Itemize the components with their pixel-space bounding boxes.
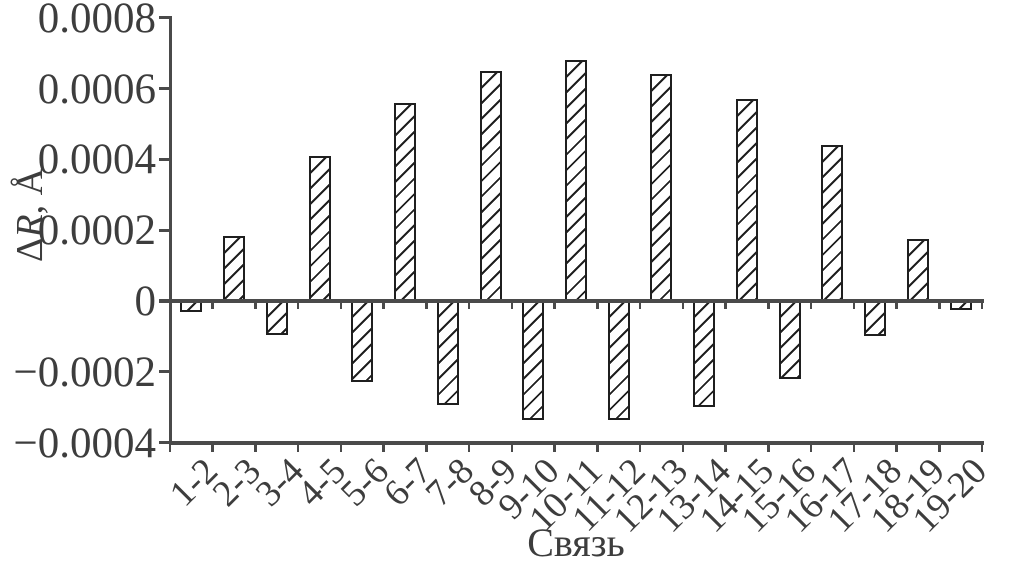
y-tick bbox=[159, 299, 170, 303]
x-tick bbox=[895, 444, 898, 453]
x-tick bbox=[809, 302, 813, 310]
x-tick bbox=[767, 302, 770, 310]
x-tick bbox=[638, 302, 642, 310]
y-tick bbox=[159, 228, 170, 232]
x-tick bbox=[168, 444, 172, 453]
x-tick bbox=[681, 302, 685, 310]
x-tick bbox=[382, 444, 385, 453]
x-tick bbox=[467, 444, 471, 453]
x-tick bbox=[553, 444, 556, 453]
x-tick bbox=[425, 302, 428, 310]
x-tick bbox=[638, 444, 642, 453]
x-tick bbox=[895, 302, 898, 310]
y-tick bbox=[159, 87, 170, 91]
x-tick bbox=[596, 444, 599, 453]
x-axis-title: Связь bbox=[527, 520, 625, 564]
bar bbox=[821, 145, 844, 303]
x-tick bbox=[681, 444, 685, 453]
x-tick bbox=[254, 444, 257, 453]
y-tick-label: 0.0006 bbox=[37, 65, 156, 113]
y-axis-line bbox=[168, 16, 172, 445]
bar bbox=[351, 300, 374, 383]
bar bbox=[565, 60, 587, 303]
y-tick-label: 0.0008 bbox=[37, 0, 156, 42]
bar bbox=[735, 99, 758, 303]
x-tick bbox=[809, 444, 813, 453]
bar bbox=[479, 70, 502, 303]
y-tick bbox=[159, 370, 170, 374]
y-tick-label: −0.0002 bbox=[13, 348, 156, 396]
bar bbox=[864, 300, 887, 337]
zero-axis-line bbox=[168, 299, 984, 303]
bar bbox=[265, 300, 288, 335]
x-tick bbox=[852, 444, 856, 453]
y-tick-label: −0.0004 bbox=[13, 419, 156, 467]
x-tick bbox=[938, 444, 941, 453]
x-tick bbox=[980, 444, 984, 453]
x-tick bbox=[767, 444, 770, 453]
bar bbox=[394, 102, 417, 303]
x-tick bbox=[382, 302, 385, 310]
bar bbox=[522, 300, 545, 420]
x-tick bbox=[553, 302, 556, 310]
bar bbox=[693, 300, 716, 408]
y-tick bbox=[159, 157, 170, 161]
x-tick bbox=[339, 302, 343, 310]
x-tick bbox=[724, 444, 727, 453]
y-tick-label: 0.0004 bbox=[37, 136, 156, 184]
x-tick bbox=[938, 302, 941, 310]
y-tick-label: 0 bbox=[134, 278, 157, 325]
x-tick bbox=[980, 302, 984, 310]
x-tick bbox=[467, 302, 471, 310]
y-axis-title-r: R bbox=[9, 214, 51, 238]
x-tick bbox=[596, 302, 599, 310]
x-tick bbox=[296, 302, 300, 310]
x-tick bbox=[724, 302, 727, 310]
x-tick bbox=[211, 302, 214, 310]
x-tick bbox=[510, 302, 514, 310]
x-tick bbox=[852, 302, 856, 310]
bar bbox=[906, 239, 929, 303]
x-tick bbox=[425, 444, 428, 453]
x-tick bbox=[510, 444, 514, 453]
y-axis-title-unit: , Å bbox=[9, 167, 51, 215]
y-axis-title: ΔR, Å bbox=[9, 134, 51, 296]
bar bbox=[436, 300, 459, 406]
x-tick bbox=[339, 444, 343, 453]
x-tick bbox=[211, 444, 214, 453]
bar bbox=[223, 235, 246, 303]
x-tick bbox=[296, 444, 300, 453]
bottom-frame-line bbox=[168, 441, 984, 445]
x-tick bbox=[254, 302, 257, 310]
bar bbox=[650, 74, 673, 303]
y-tick bbox=[159, 441, 170, 445]
bar bbox=[778, 300, 801, 379]
y-tick bbox=[159, 16, 170, 20]
y-axis-title-delta: Δ bbox=[9, 237, 51, 263]
bar bbox=[607, 300, 630, 420]
bar bbox=[308, 155, 331, 303]
y-tick-label: 0.0002 bbox=[37, 207, 156, 255]
